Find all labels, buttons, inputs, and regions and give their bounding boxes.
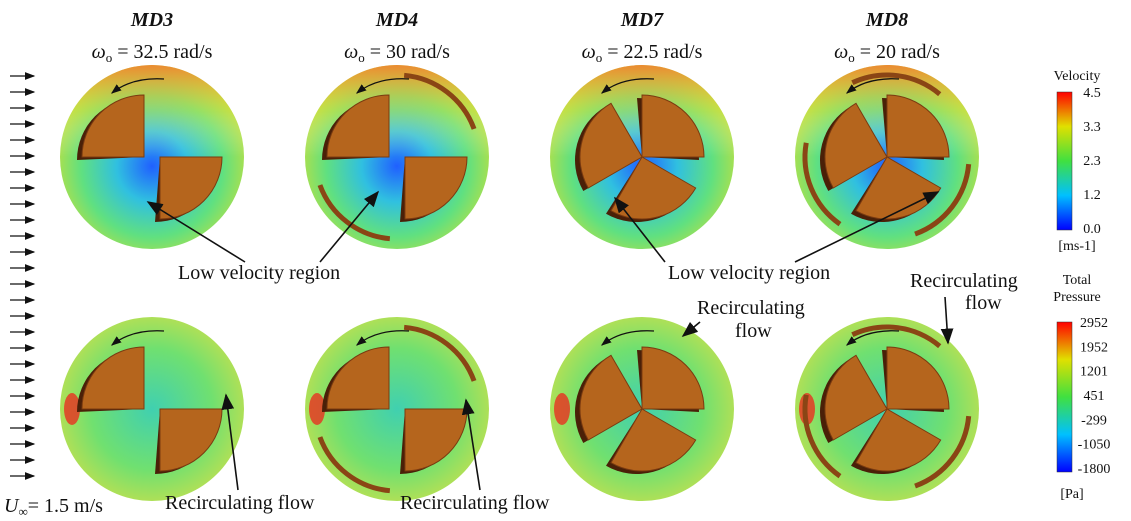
legend-unit: [Pa] bbox=[1060, 487, 1083, 502]
color-bar bbox=[1057, 322, 1072, 472]
annotation: Recirculating flow bbox=[165, 492, 315, 514]
arrow bbox=[945, 297, 948, 343]
rotation-speed: ωo = 20 rad/s bbox=[834, 41, 940, 65]
contour-panel bbox=[795, 65, 979, 249]
legend-tick: 1952 bbox=[1080, 340, 1108, 355]
inflow-value: = 1.5 m/s bbox=[28, 495, 103, 517]
inflow-arrows bbox=[10, 76, 34, 476]
legend-tick: 3.3 bbox=[1083, 120, 1101, 135]
legend-tick: 2952 bbox=[1080, 316, 1108, 331]
contour-panel bbox=[550, 317, 734, 501]
annotation: Recirculating bbox=[697, 297, 805, 319]
speed-symbol: ω bbox=[92, 41, 106, 63]
contour-panel bbox=[60, 317, 244, 501]
contour-panel bbox=[795, 317, 979, 501]
column-title: MD4 bbox=[375, 9, 418, 31]
rotation-speed: ωo = 32.5 rad/s bbox=[92, 41, 213, 65]
legend-tick: 1201 bbox=[1080, 365, 1108, 380]
legend-tick: -1050 bbox=[1078, 438, 1111, 453]
speed-symbol: ω bbox=[344, 41, 358, 63]
annotation: Low velocity region bbox=[668, 262, 830, 284]
speed-symbol: ω bbox=[582, 41, 596, 63]
speed-symbol: ω bbox=[834, 41, 848, 63]
legend-unit: [ms-1] bbox=[1058, 239, 1095, 254]
legend-title: Pressure bbox=[1053, 290, 1100, 305]
contour-panel bbox=[305, 65, 489, 249]
legend-tick: 1.2 bbox=[1083, 188, 1101, 203]
annotation: flow bbox=[735, 320, 772, 342]
legend-title: Velocity bbox=[1054, 69, 1101, 84]
legend-tick: 2.3 bbox=[1083, 154, 1101, 169]
rotation-speed: ωo = 30 rad/s bbox=[344, 41, 450, 65]
speed-value: = 20 rad/s bbox=[855, 41, 940, 63]
stagnation bbox=[554, 393, 570, 425]
annotation: flow bbox=[965, 292, 1002, 314]
rotation-speed: ωo = 22.5 rad/s bbox=[582, 41, 703, 65]
legend-title: Total bbox=[1063, 273, 1092, 288]
legend-tick: -299 bbox=[1081, 413, 1107, 428]
legend-tick: 4.5 bbox=[1083, 86, 1101, 101]
speed-value: = 30 rad/s bbox=[365, 41, 450, 63]
legend-tick: 0.0 bbox=[1083, 222, 1101, 237]
speed-value: = 22.5 rad/s bbox=[602, 41, 702, 63]
column-headers: MD3 ωo = 32.5 rad/s MD4 ωo = 30 rad/s MD7 ωo … bbox=[92, 9, 940, 65]
contour-panel bbox=[305, 317, 489, 501]
legend-tick: -1800 bbox=[1078, 462, 1111, 477]
inflow-subscript: ∞ bbox=[18, 504, 27, 519]
legend-tick: 451 bbox=[1084, 389, 1105, 404]
annotation: Recirculating bbox=[910, 270, 1018, 292]
contour-panel bbox=[60, 65, 244, 249]
color-bar bbox=[1057, 92, 1072, 230]
speed-value: = 32.5 rad/s bbox=[112, 41, 212, 63]
figure: MD3 ωo = 32.5 rad/s MD4 ωo = 30 rad/s MD7 ωo … bbox=[0, 0, 1131, 521]
annotation: Recirculating flow bbox=[400, 492, 550, 514]
contour-panel bbox=[550, 65, 734, 249]
inflow-label: U∞= 1.5 m/s bbox=[4, 495, 103, 519]
column-title: MD3 bbox=[130, 9, 173, 31]
column-title: MD8 bbox=[865, 9, 908, 31]
column-title: MD7 bbox=[620, 9, 664, 31]
annotation: Low velocity region bbox=[178, 262, 340, 284]
